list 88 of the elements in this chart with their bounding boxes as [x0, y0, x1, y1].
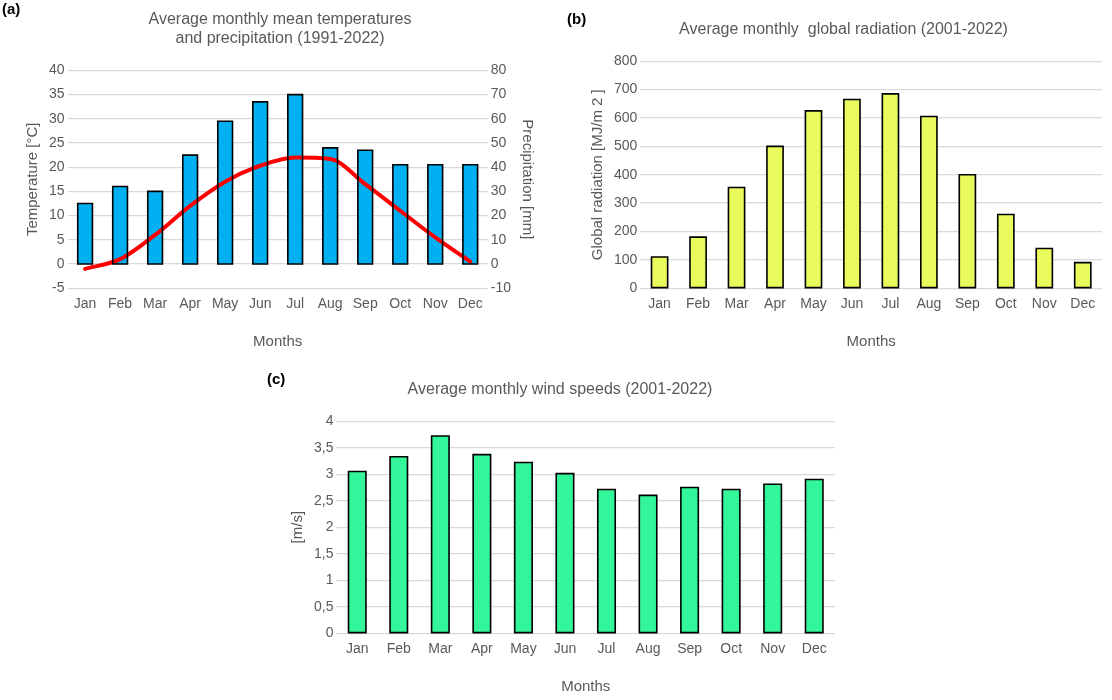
- line-series: [83, 155, 473, 271]
- x-tick-label: Oct: [720, 640, 743, 657]
- x-tick-label: Feb: [686, 295, 711, 312]
- y-tick-label: 200: [614, 222, 638, 239]
- x-tick-label: Dec: [1070, 295, 1096, 312]
- text: (a): [2, 0, 21, 17]
- x-tick-label: Jul: [286, 295, 305, 312]
- y2-tick-label: 40: [490, 158, 507, 175]
- chart-title: Average monthly global radiation (2001-2022): [679, 20, 1008, 38]
- chart-title: Average monthly wind speeds (2001-2022): [407, 380, 713, 398]
- x-tick-label: Apr: [179, 295, 202, 312]
- x-axis-title: Months: [253, 332, 303, 350]
- x-tick-label: Jan: [73, 295, 97, 312]
- y-tick-label: 20: [48, 158, 65, 175]
- y-tick-label: 100: [614, 250, 638, 267]
- y-tick-label: 10: [48, 206, 65, 223]
- y-axis-title: Global radiation [MJ/m 2 ]: [588, 89, 606, 261]
- y-tick-label: 700: [614, 80, 638, 97]
- y2-tick-label: 50: [490, 133, 507, 150]
- x-tick-label: Mar: [143, 295, 168, 312]
- y-tick-label: 30: [48, 109, 65, 126]
- x-tick-label: Sep: [954, 295, 981, 312]
- y-axis-title: [m/s]: [288, 510, 306, 544]
- y-tick-label: 40: [48, 61, 65, 78]
- x-tick-label: Jan: [648, 295, 671, 312]
- y-tick-label: 0: [56, 254, 65, 271]
- y-tick-label: 600: [614, 108, 638, 125]
- y-tick-label: 0: [325, 624, 334, 641]
- x-tick-label: Jun: [840, 295, 864, 312]
- x-tick-label: Sep: [352, 295, 378, 312]
- y2-tick-label: -10: [490, 279, 512, 296]
- x-tick-label: Aug: [317, 295, 343, 312]
- x-tick-label: Oct: [994, 295, 1017, 312]
- chart-title: Average monthly mean temperatures and precipitation (1991-2022): [148, 10, 412, 47]
- y2-tick-label: 70: [490, 85, 507, 102]
- x-axis-title: Months: [846, 332, 896, 350]
- y2-tick-label: 0: [490, 254, 499, 271]
- x-tick-label: Nov: [422, 295, 448, 312]
- x-tick-label: Feb: [108, 295, 133, 312]
- x-tick-label: Aug: [916, 295, 942, 312]
- y2-tick-label: 80: [490, 61, 507, 78]
- y-tick-label: -5: [52, 279, 65, 296]
- x-tick-label: Jul: [881, 295, 900, 312]
- y2-tick-label: 30: [490, 182, 507, 199]
- y-tick-label: 4: [325, 412, 334, 429]
- x-tick-label: Mar: [724, 295, 749, 312]
- y-tick-label: 0: [629, 279, 638, 296]
- x-tick-label: Nov: [1031, 295, 1057, 312]
- x-tick-label: Jun: [248, 295, 272, 312]
- text: (b): [567, 10, 587, 27]
- y-tick-label: 25: [48, 133, 65, 150]
- x-tick-label: Jul: [597, 640, 616, 657]
- y-tick-label: 3,5: [313, 438, 334, 455]
- x-tick-label: May: [800, 295, 827, 312]
- y-tick-label: 800: [614, 52, 638, 69]
- y-tick-label: 0,5: [313, 597, 334, 614]
- x-tick-label: Feb: [386, 640, 412, 657]
- y-tick-label: 5: [56, 230, 65, 247]
- x-tick-label: May: [510, 640, 537, 657]
- x-tick-label: Mar: [428, 640, 453, 657]
- x-tick-label: Nov: [760, 640, 786, 657]
- y-tick-label: 500: [614, 137, 638, 154]
- y2-tick-label: 20: [490, 206, 507, 223]
- y-tick-label: 15: [48, 182, 65, 199]
- x-tick-label: Oct: [389, 295, 412, 312]
- text: (c): [267, 370, 286, 387]
- y-tick-label: 2: [325, 518, 334, 535]
- x-tick-label: Apr: [470, 640, 494, 657]
- y-tick-label: 1: [325, 571, 334, 588]
- y-axis-title: Temperature [°C]: [23, 122, 41, 237]
- x-tick-label: Aug: [635, 640, 661, 657]
- x-tick-label: Sep: [677, 640, 703, 657]
- y-tick-label: 1,5: [313, 544, 334, 561]
- x-tick-label: Jun: [553, 640, 577, 657]
- y-tick-label: 300: [614, 193, 638, 210]
- y-tick-label: 2,5: [313, 491, 334, 508]
- x-tick-label: Dec: [457, 295, 483, 312]
- x-tick-label: Dec: [801, 640, 827, 657]
- y-tick-label: 3: [325, 465, 334, 482]
- x-tick-label: Jan: [345, 640, 369, 657]
- y2-tick-label: 10: [490, 230, 507, 247]
- x-tick-label: May: [211, 295, 239, 312]
- x-tick-label: Apr: [764, 295, 787, 312]
- y-tick-label: 35: [48, 85, 65, 102]
- y2-axis-title: Precipitation [mm]: [519, 119, 537, 240]
- x-axis-title: Months: [561, 677, 611, 695]
- y2-tick-label: 60: [490, 109, 507, 126]
- y-tick-label: 400: [614, 165, 638, 182]
